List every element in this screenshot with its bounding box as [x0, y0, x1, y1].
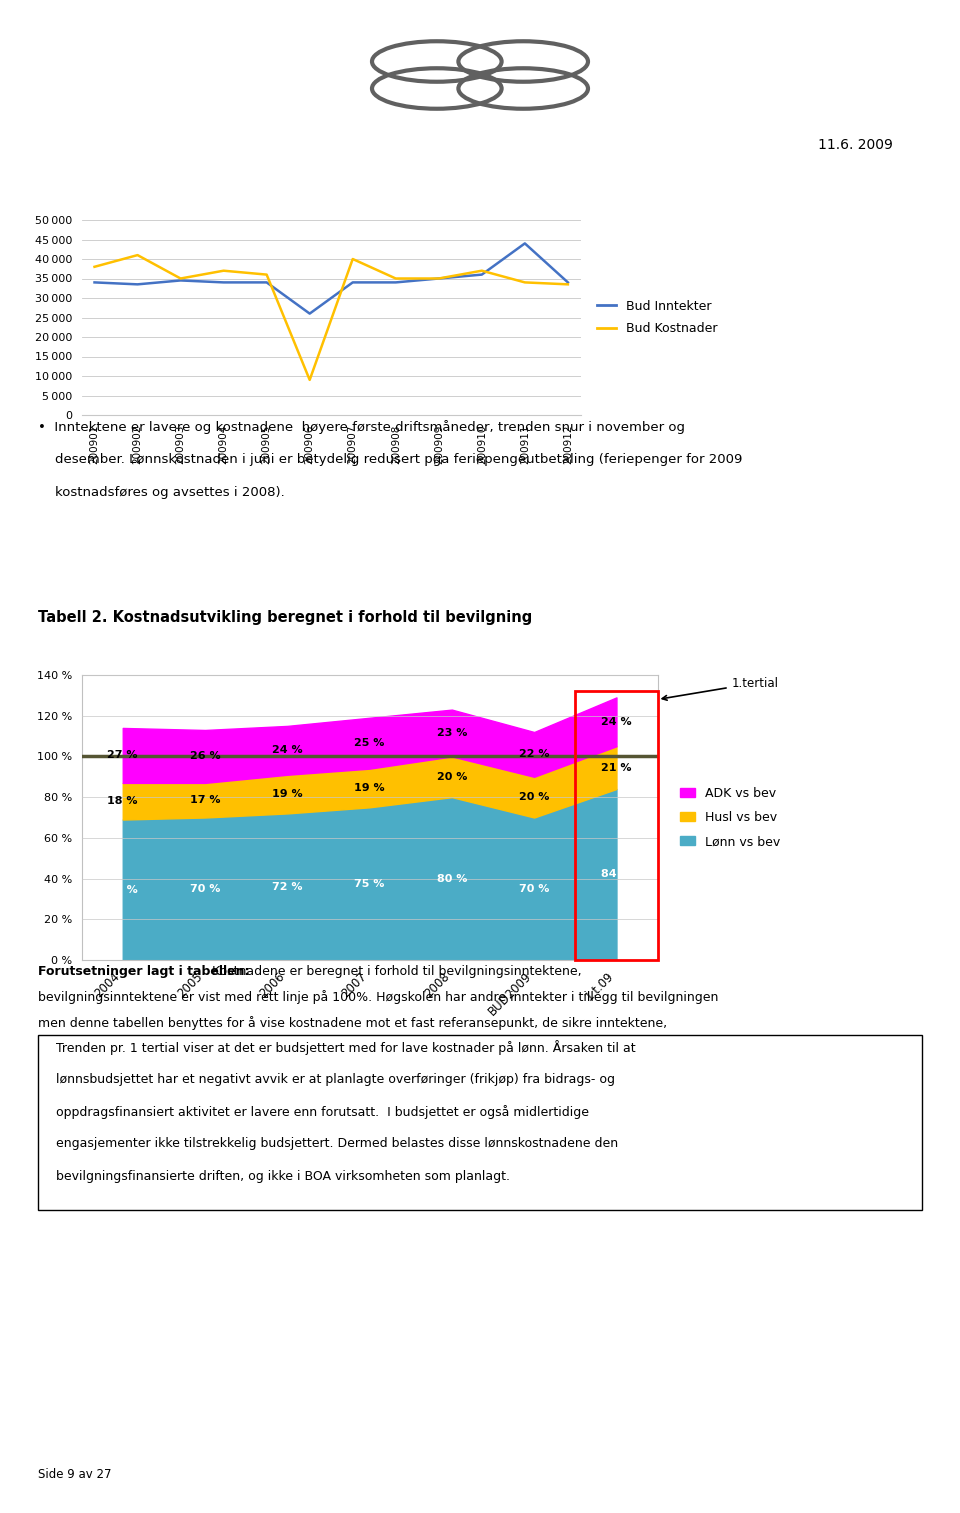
FancyBboxPatch shape: [38, 1035, 922, 1210]
Text: 18 %: 18 %: [108, 796, 138, 806]
Text: oppdragsfinansiert aktivitet er lavere enn forutsatt.  I budsjettet er også midl: oppdragsfinansiert aktivitet er lavere e…: [56, 1104, 589, 1120]
Text: bevilgningsfinansierte driften, og ikke i BOA virksomheten som planlagt.: bevilgningsfinansierte driften, og ikke …: [56, 1170, 510, 1183]
Text: 72 %: 72 %: [272, 882, 302, 891]
Text: bevilgningen fra Kunnskapsdepartementet gjennom årlige tildelinger. Lønn og husl: bevilgningen fra Kunnskapsdepartementet …: [38, 1041, 729, 1055]
Legend: ADK vs bev, Husl vs bev, Lønn vs bev: ADK vs bev, Husl vs bev, Lønn vs bev: [676, 782, 785, 853]
Text: lønnsbudsjettet har et negativt avvik er at planlagte overføringer (frikjøp) fra: lønnsbudsjettet har et negativt avvik er…: [56, 1073, 615, 1086]
Legend: Bud Inntekter, Bud Kostnader: Bud Inntekter, Bud Kostnader: [597, 300, 717, 336]
Text: 23 %: 23 %: [437, 728, 468, 738]
Text: Trenden pr. 1 tertial viser at det er budsjettert med for lave kostnader på lønn: Trenden pr. 1 tertial viser at det er bu…: [56, 1041, 636, 1055]
Text: 80 %: 80 %: [437, 873, 468, 884]
Text: engasjementer ikke tilstrekkelig budsjettert. Dermed belastes disse lønnskostnad: engasjementer ikke tilstrekkelig budsjet…: [56, 1138, 618, 1150]
Text: 19 %: 19 %: [272, 790, 302, 799]
Text: kostnadsføres og avsettes i 2008).: kostnadsføres og avsettes i 2008).: [38, 486, 285, 499]
Text: 1.tertial: 1.tertial: [662, 676, 779, 701]
Text: Side 9 av 27: Side 9 av 27: [38, 1469, 112, 1481]
Text: men denne tabellen benyttes for å vise kostnadene mot et fast referansepunkt, de: men denne tabellen benyttes for å vise k…: [38, 1015, 667, 1029]
Text: 26 %: 26 %: [190, 752, 221, 761]
Text: 17 %: 17 %: [190, 796, 220, 805]
Text: 70 %: 70 %: [519, 884, 549, 894]
Text: 20 %: 20 %: [519, 793, 549, 802]
Text: desember. Lønnskostnaden i juni er betydelig redusert pga feriepengeutbetaling (: desember. Lønnskostnaden i juni er betyd…: [38, 452, 743, 466]
Bar: [575, 691, 658, 961]
Text: 20 %: 20 %: [437, 772, 468, 782]
Text: 24 %: 24 %: [601, 717, 632, 726]
Text: 84 %: 84 %: [601, 870, 632, 879]
Text: med samme kostnad i 1 og 2 tertial, det er kontoer for andre driftskostnader som: med samme kostnad i 1 og 2 tertial, det …: [38, 1067, 743, 1080]
Text: Kostnadene er beregnet i forhold til bevilgningsinntektene,: Kostnadene er beregnet i forhold til bev…: [208, 965, 582, 977]
Text: 22 %: 22 %: [519, 749, 549, 760]
Text: 11.6. 2009: 11.6. 2009: [818, 138, 893, 151]
Text: 25 %: 25 %: [354, 738, 385, 749]
Text: Forutsetninger lagt i tabellen:: Forutsetninger lagt i tabellen:: [38, 965, 250, 977]
Text: •  Inntektene er lavere og kostnadene  høyere første driftsmåneder, trenden snur: • Inntektene er lavere og kostnadene høy…: [38, 421, 685, 434]
Text: 21 %: 21 %: [601, 763, 632, 773]
Text: 24 %: 24 %: [272, 746, 302, 755]
Text: bevilgningsinntektene er vist med rett linje på 100%. Høgskolen har andre inntek: bevilgningsinntektene er vist med rett l…: [38, 991, 719, 1005]
Text: 27 %: 27 %: [108, 750, 138, 761]
Text: Tabell 2. Kostnadsutvikling beregnet i forhold til bevilgning: Tabell 2. Kostnadsutvikling beregnet i f…: [38, 610, 533, 625]
Text: 19 %: 19 %: [354, 784, 385, 793]
Text: 70 %: 70 %: [190, 884, 220, 894]
Text: 75 %: 75 %: [354, 879, 385, 888]
Text: 69 %: 69 %: [108, 885, 138, 894]
